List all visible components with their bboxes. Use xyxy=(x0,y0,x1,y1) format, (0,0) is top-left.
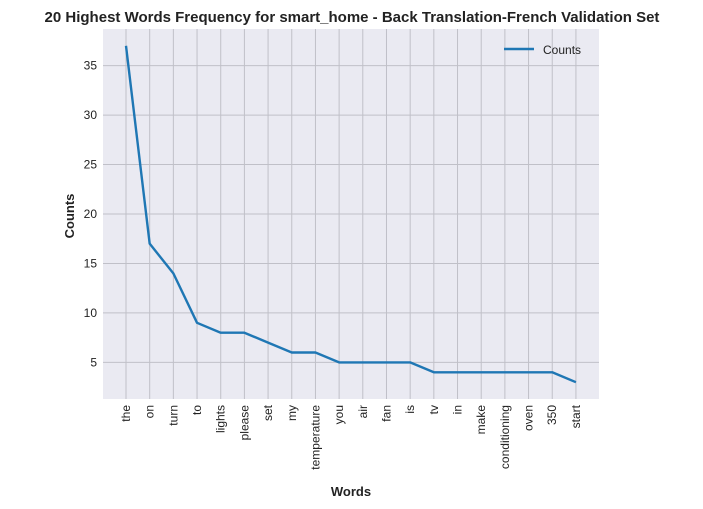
x-tick-label: fan xyxy=(379,405,393,422)
y-tick-label: 25 xyxy=(84,158,98,172)
x-tick-label: is xyxy=(403,405,417,414)
x-tick-label: lights xyxy=(214,405,228,433)
y-tick-label: 20 xyxy=(84,207,98,221)
x-tick-label: 350 xyxy=(545,405,559,425)
series-line-counts xyxy=(124,45,577,384)
x-tick-label: make xyxy=(474,405,488,435)
x-tick-label: set xyxy=(261,404,275,421)
x-tick-label: turn xyxy=(166,405,180,426)
y-axis-label: Counts xyxy=(62,194,77,239)
y-tick-label: 35 xyxy=(84,59,98,73)
x-ticks: the on turn to lights please set my temperature y… xyxy=(119,404,583,469)
y-tick-label: 30 xyxy=(84,108,98,122)
chart-title: 20 Highest Words Frequency for smart_hom… xyxy=(45,9,660,26)
x-tick-label: to xyxy=(190,405,204,415)
y-tick-label: 5 xyxy=(90,355,97,369)
y-ticks: 5 10 15 20 25 30 35 xyxy=(84,59,98,370)
grid xyxy=(103,29,599,399)
x-tick-label: in xyxy=(451,405,465,414)
x-tick-label: conditioning xyxy=(498,405,512,469)
x-tick-label: air xyxy=(356,405,370,418)
legend: Counts xyxy=(504,43,581,57)
x-axis-label: Words xyxy=(331,484,371,499)
x-tick-label: temperature xyxy=(308,405,322,470)
y-tick-label: 15 xyxy=(84,256,98,270)
legend-label: Counts xyxy=(543,43,581,57)
x-tick-label: start xyxy=(569,404,583,428)
y-tick-label: 10 xyxy=(84,306,98,320)
x-tick-label: my xyxy=(285,405,299,421)
x-tick-label: you xyxy=(332,405,346,424)
x-tick-label: the xyxy=(119,405,133,422)
x-tick-label: oven xyxy=(522,405,536,431)
x-tick-label: please xyxy=(237,405,251,441)
x-tick-label: on xyxy=(143,405,157,418)
x-tick-label: tv xyxy=(427,405,441,414)
